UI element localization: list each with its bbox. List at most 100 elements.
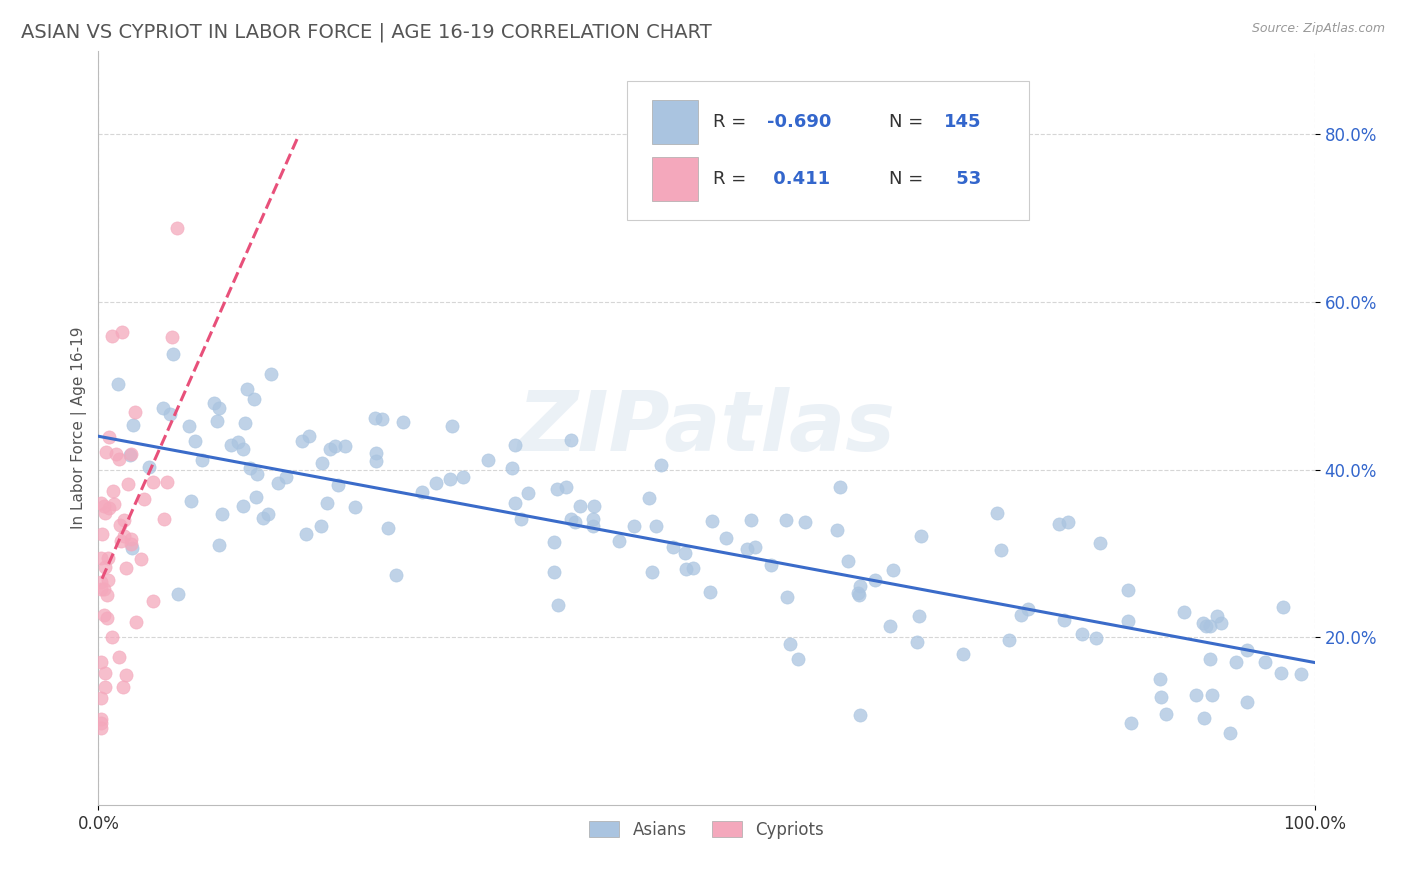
Point [236, 382, 259, 396]
Point [385, 567, 408, 582]
Point [645, 519, 668, 533]
Point [120, 447, 142, 461]
Point [125, 615, 148, 629]
Point [1225, 655, 1247, 669]
Point [100, 329, 122, 343]
Point [737, 541, 759, 556]
Point [849, 579, 872, 593]
Point [107, 376, 129, 391]
Point [1236, 642, 1258, 657]
Point [246, 467, 269, 481]
Point [547, 598, 569, 612]
Point [108, 517, 131, 532]
Point [637, 491, 659, 505]
Point [1173, 605, 1195, 619]
Point [160, 330, 183, 344]
Point [162, 347, 184, 361]
Point [103, 497, 125, 511]
Point [364, 446, 387, 460]
Point [623, 519, 645, 533]
Point [1053, 613, 1076, 627]
Point [364, 454, 387, 468]
Point [1088, 536, 1111, 550]
Point [675, 562, 697, 576]
Point [132, 491, 155, 506]
Point [152, 401, 174, 415]
Point [1071, 627, 1094, 641]
Point [582, 499, 605, 513]
Point [115, 667, 138, 681]
Point [344, 500, 367, 514]
Point [477, 453, 499, 467]
Point [90, 527, 112, 541]
Point [786, 652, 808, 666]
Point [121, 417, 143, 432]
Point [100, 630, 122, 644]
Point [555, 480, 578, 494]
Point [837, 553, 859, 567]
Point [501, 461, 523, 475]
Point [564, 515, 586, 529]
Point [114, 561, 136, 575]
Point [259, 368, 281, 382]
Point [1047, 516, 1070, 531]
Point [93, 499, 115, 513]
Point [120, 537, 142, 551]
Point [846, 586, 869, 600]
Point [266, 476, 288, 491]
Point [1236, 695, 1258, 709]
Point [233, 417, 256, 431]
Point [986, 506, 1008, 520]
Point [827, 523, 849, 537]
Point [318, 442, 340, 457]
Point [208, 401, 231, 415]
Point [129, 551, 152, 566]
Point [90, 690, 112, 705]
Point [560, 512, 582, 526]
Point [90, 721, 112, 735]
Point [298, 429, 321, 443]
Point [191, 453, 214, 467]
Point [828, 480, 851, 494]
Point [159, 408, 181, 422]
Point [252, 510, 274, 524]
Point [582, 519, 605, 533]
Point [166, 587, 188, 601]
Bar [652, 157, 697, 201]
Point [231, 499, 253, 513]
Point [118, 448, 141, 462]
Point [96, 588, 118, 602]
Point [117, 477, 139, 491]
Point [582, 511, 605, 525]
Point [311, 456, 333, 470]
Text: 0.411: 0.411 [768, 169, 831, 188]
Point [1116, 614, 1139, 628]
Point [1192, 711, 1215, 725]
Point [112, 680, 135, 694]
Point [211, 507, 233, 521]
Point [245, 490, 267, 504]
Text: 53: 53 [950, 169, 981, 188]
Point [990, 543, 1012, 558]
Point [392, 415, 415, 429]
Point [1270, 666, 1292, 681]
Point [228, 435, 250, 450]
Point [295, 526, 318, 541]
Point [794, 515, 817, 529]
Point [411, 485, 433, 500]
Point [560, 433, 582, 447]
Point [1057, 515, 1080, 529]
Point [177, 419, 200, 434]
Point [607, 533, 630, 548]
Point [90, 551, 112, 566]
Point [108, 650, 131, 665]
Point [1150, 690, 1173, 704]
Point [516, 486, 538, 500]
Point [1219, 726, 1241, 740]
Point [371, 411, 394, 425]
Point [93, 665, 115, 680]
Point [90, 582, 112, 597]
Point [183, 434, 205, 449]
Text: ASIAN VS CYPRIOT IN LABOR FORCE | AGE 16-19 CORRELATION CHART: ASIAN VS CYPRIOT IN LABOR FORCE | AGE 16… [21, 22, 711, 42]
Point [107, 452, 129, 467]
